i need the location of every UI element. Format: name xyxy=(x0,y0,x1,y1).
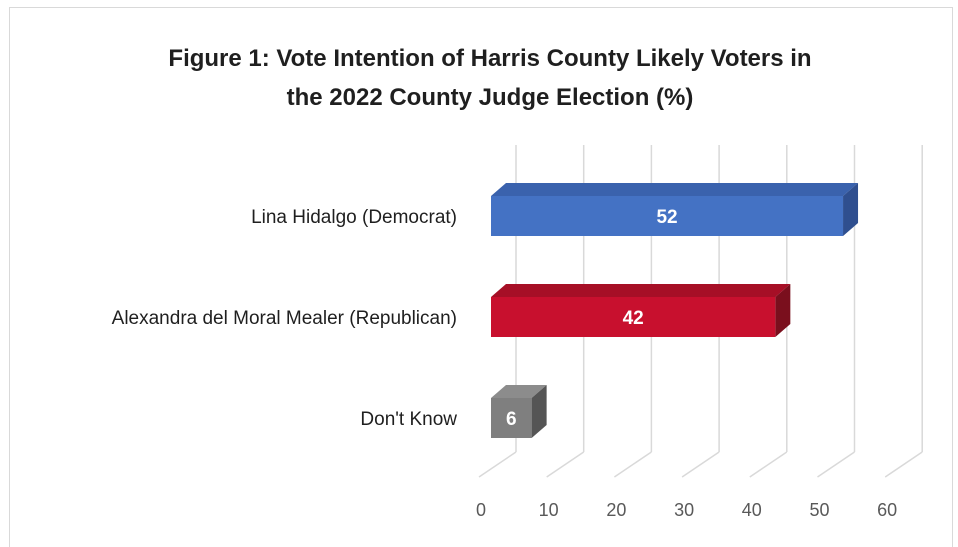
bar-data-label: 42 xyxy=(623,308,644,329)
floor-gridline xyxy=(546,451,585,478)
x-tick-label: 30 xyxy=(674,500,694,520)
x-tick-labels: 0 10 20 30 40 50 60 xyxy=(476,500,897,520)
bar-side-face xyxy=(843,183,859,236)
chart-frame xyxy=(9,7,953,547)
floor-gridline xyxy=(884,451,923,478)
x-tick-label: 40 xyxy=(742,500,762,520)
category-label: Alexandra del Moral Mealer (Republican) xyxy=(112,308,457,329)
floor-gridline xyxy=(749,451,788,478)
bar-data-label: 52 xyxy=(656,207,677,228)
chart-title-line-1: Figure 1: Vote Intention of Harris Count… xyxy=(168,45,811,72)
x-tick-label: 0 xyxy=(476,500,486,520)
chart-title: Figure 1: Vote Intention of Harris Count… xyxy=(168,45,811,111)
chart-title-line-2: the 2022 County Judge Election (%) xyxy=(287,84,694,111)
floor-gridline xyxy=(613,451,652,478)
bar-data-label: 6 xyxy=(506,409,517,430)
floor-gridline xyxy=(817,451,855,478)
category-label: Don't Know xyxy=(360,409,457,430)
bar: 52 xyxy=(491,183,859,236)
floor-gridline xyxy=(681,451,720,478)
category-labels: Lina Hidalgo (Democrat) Alexandra del Mor… xyxy=(112,207,458,430)
bar-top-face xyxy=(491,385,547,398)
bar: 42 xyxy=(491,284,791,337)
x-tick-label: 60 xyxy=(877,500,897,520)
bar-front-face xyxy=(491,297,776,337)
bars: 52 42 6 xyxy=(491,183,859,438)
x-tick-label: 50 xyxy=(809,500,829,520)
category-label: Lina Hidalgo (Democrat) xyxy=(251,207,457,228)
bar-top-face xyxy=(491,284,791,297)
bar-side-face xyxy=(775,284,791,337)
bar: 6 xyxy=(491,385,547,438)
bar-front-face xyxy=(491,196,844,236)
x-tick-label: 10 xyxy=(539,500,559,520)
x-tick-label: 20 xyxy=(606,500,626,520)
bar-top-face xyxy=(491,183,859,196)
bar-side-face xyxy=(531,385,547,438)
floor-gridline xyxy=(478,451,517,478)
bar-front-face xyxy=(491,398,532,438)
